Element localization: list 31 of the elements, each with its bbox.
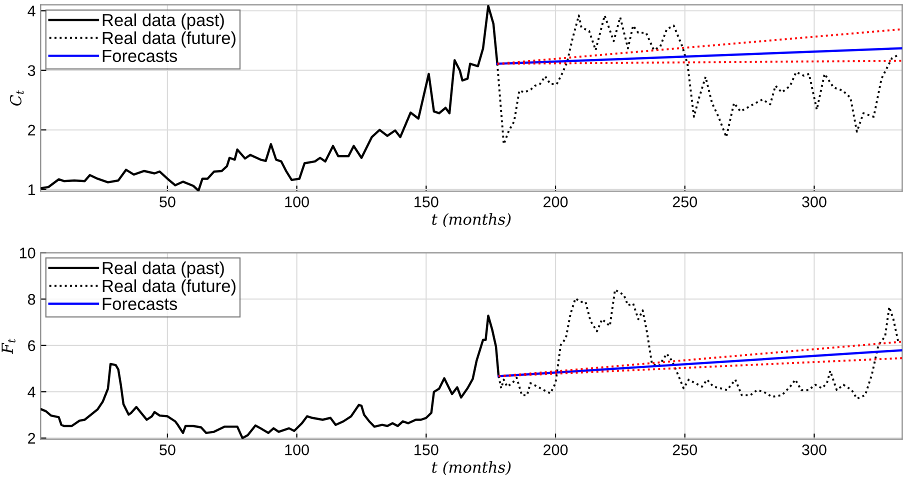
y-tick-label: 1: [28, 184, 36, 195]
y-tick-label: 8: [28, 294, 36, 305]
y-tick-label: 3: [28, 65, 36, 76]
x-tick-label: 100: [285, 196, 309, 208]
y-axis-title: C$_{t}$: [10, 90, 24, 106]
x-tick-label: 150: [414, 196, 438, 208]
x-tick-label: 250: [672, 444, 698, 456]
legend-label: Forecasts: [102, 298, 178, 310]
x-tick-label: 50: [160, 196, 176, 208]
x-tick-label: 100: [285, 444, 309, 456]
y-tick-label: 4: [28, 6, 36, 16]
y-axis-title: F$_{t}$: [2, 338, 16, 354]
x-tick-label: 200: [544, 196, 568, 208]
y-tick-label: 6: [28, 340, 36, 352]
x-tick-label: 150: [414, 444, 438, 456]
x-tick-label: 50: [160, 444, 176, 456]
x-tick-label: 300: [802, 444, 826, 456]
x-tick-label: 200: [544, 444, 568, 456]
x-axis-title: t (months): [432, 461, 511, 476]
x-tick-label: 250: [672, 196, 698, 208]
legend-label: Real data (future): [102, 279, 236, 296]
legend-label: Real data (past): [102, 13, 224, 30]
y-tick-label: 2: [28, 124, 36, 136]
y-tick-label: 2: [28, 432, 36, 444]
legend-label: Real data (past): [102, 261, 224, 278]
x-tick-label: 300: [802, 196, 826, 208]
y-tick-label: 4: [28, 386, 36, 398]
legend-label: Real data (future): [102, 31, 236, 48]
legend-label: Forecasts: [102, 50, 178, 62]
x-axis-title: t (months): [432, 213, 511, 228]
y-tick-label: 10: [20, 248, 36, 258]
